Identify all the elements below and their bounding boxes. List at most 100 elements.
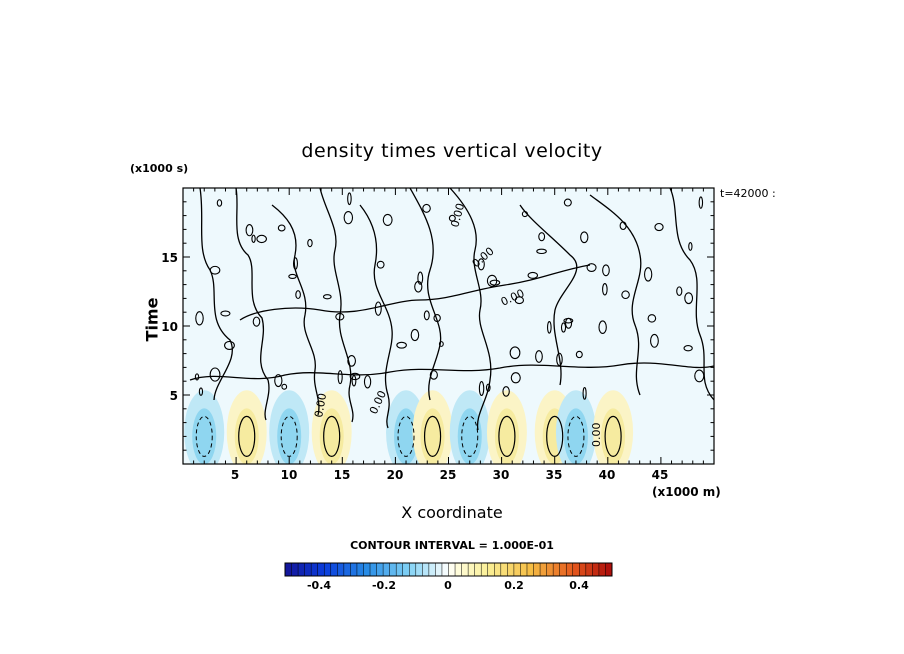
contour-interval-label: CONTOUR INTERVAL = 1.000E-01 (350, 539, 554, 552)
chart-title: density times vertical velocity (301, 140, 603, 162)
contour-island (676, 286, 683, 296)
contour-island (621, 290, 630, 300)
colorbar-cell (409, 563, 417, 576)
colorbar-cell (422, 563, 430, 576)
contour-island (477, 258, 485, 271)
contour-line (319, 188, 354, 423)
contour-island (288, 273, 297, 280)
contour-island (224, 340, 235, 351)
contour-island (382, 213, 393, 226)
contour-island (198, 387, 204, 396)
x-tick-label-35: 35 (545, 468, 563, 482)
contour-island (220, 310, 231, 317)
colorbar-cell (435, 563, 443, 576)
contour-island (684, 292, 694, 305)
contour-island (438, 341, 444, 347)
colorbar-cell (350, 563, 358, 576)
colorbar-cell (546, 563, 554, 576)
y-axis-unit: (x1000 s) (130, 162, 189, 175)
colorbar-cell (285, 563, 292, 576)
contour-island (486, 274, 498, 287)
colorbar-cell (474, 563, 482, 576)
colorbar-cell (461, 563, 469, 576)
colorbar-cell (540, 563, 547, 576)
colorbar-cell (383, 563, 390, 576)
contour-island (527, 271, 539, 279)
contour-island (538, 232, 546, 242)
contour-island (251, 234, 256, 243)
contour-island (349, 372, 361, 381)
colorbar-cell (389, 563, 397, 576)
contour-line (189, 362, 714, 381)
contour-line (449, 188, 492, 431)
contour-line (359, 204, 393, 429)
contour-island (343, 211, 354, 225)
contour-island (485, 383, 491, 392)
contour-island (619, 221, 627, 231)
positive-contour (546, 415, 564, 457)
contour-island (688, 242, 693, 251)
contour-island (277, 224, 286, 232)
contour-island (414, 280, 423, 293)
colorbar-cell (605, 563, 613, 576)
contour-island (586, 263, 597, 272)
contour-island (209, 265, 221, 275)
colorbar-cell (572, 563, 580, 576)
positive-contour (423, 415, 442, 457)
x-tick-label-15: 15 (333, 468, 351, 482)
colorbar-cell (481, 563, 489, 576)
contour-island (216, 199, 223, 207)
colorbar-cell (520, 563, 528, 576)
x-tick-label-40: 40 (598, 468, 616, 482)
contour-island (654, 222, 664, 232)
x-axis-label: X coordinate (401, 503, 503, 522)
colorbar-cell (317, 563, 325, 576)
colorbar-cell (559, 563, 567, 576)
colorbar-cell (533, 563, 541, 576)
contour-island (376, 260, 385, 269)
contour-island (565, 317, 573, 329)
contour-island (274, 374, 283, 388)
contour-island (245, 223, 254, 237)
contour-island (374, 301, 382, 316)
colorbar-cell (448, 563, 456, 576)
colorbar-cell (428, 563, 436, 576)
contour-island (598, 320, 607, 334)
positive-contour (498, 415, 516, 457)
contour-island (295, 290, 301, 300)
contour-line (519, 204, 578, 386)
colorbar-cell (415, 563, 423, 576)
contour-island (448, 214, 456, 222)
contour-island (422, 203, 431, 213)
colorbar-cell (468, 563, 475, 576)
contour-island (575, 350, 583, 359)
contour-island (478, 381, 485, 397)
contour-island (698, 196, 704, 209)
negative-contour (567, 415, 585, 457)
x-tick-label-25: 25 (439, 468, 457, 482)
contour-island (292, 257, 298, 270)
contour-island (644, 267, 653, 282)
contour-island (602, 283, 608, 296)
contour-island (281, 383, 288, 390)
contour-island (521, 210, 529, 218)
contour-island (560, 322, 567, 333)
colorbar-cell (311, 563, 318, 576)
contour-island (429, 370, 438, 380)
contour-island (536, 248, 547, 255)
contour-island (683, 345, 693, 352)
colorbar-cell (337, 563, 345, 576)
x-tick-label-20: 20 (386, 468, 404, 482)
contour-label: 0.00 (312, 392, 329, 418)
colorbar-cell (291, 563, 299, 576)
contour-island (209, 367, 221, 382)
colorbar-cell (500, 563, 508, 576)
contour-line (409, 188, 442, 401)
colorbar-cell (441, 563, 449, 576)
contour-island (510, 372, 521, 384)
x-tick-label-10: 10 (280, 468, 298, 482)
contour-line (271, 204, 320, 416)
contour-island (337, 370, 343, 385)
colorbar-cell (363, 563, 371, 576)
